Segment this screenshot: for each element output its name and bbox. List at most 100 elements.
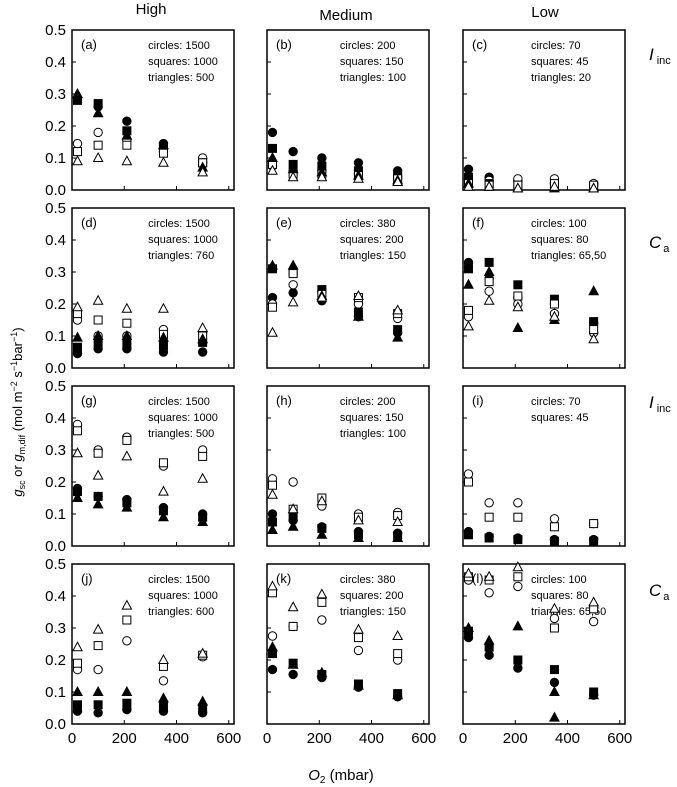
marker-triangle — [121, 329, 133, 340]
marker-circle — [288, 146, 298, 157]
marker-triangle — [353, 531, 364, 542]
marker-circle — [288, 280, 298, 290]
y-tick-label: 0.3 — [45, 86, 66, 103]
marker-triangle — [463, 180, 474, 191]
marker-triangle — [267, 580, 278, 591]
marker-circle — [484, 498, 494, 508]
marker-square — [484, 512, 494, 522]
marker-triangle — [267, 164, 278, 175]
panel-note: squares: 45 — [531, 412, 589, 424]
panel-note: triangles: 100 — [340, 72, 406, 84]
y-tick-label: 0.1 — [45, 328, 66, 345]
panel-note: squares: 1000 — [148, 590, 218, 602]
marker-circle — [122, 636, 132, 646]
panel-frame — [266, 563, 430, 725]
marker-square — [513, 572, 523, 582]
marker-square — [122, 615, 132, 625]
panel-note: circles: 200 — [340, 40, 396, 52]
marker-triangle — [92, 469, 104, 480]
marker-triangle — [392, 304, 404, 315]
marker-circle — [267, 664, 278, 675]
marker-triangle — [92, 151, 104, 162]
panel-frame — [462, 563, 626, 725]
marker-triangle — [72, 87, 83, 98]
panel-note: squares: 80 — [531, 234, 589, 246]
panels: 0.0 0.1 0.2 0.3 0.4 0.5 (a) circles: 1500 square… — [45, 22, 632, 747]
marker-square — [549, 665, 559, 675]
marker-square — [198, 451, 208, 461]
panel-note: squares: 45 — [531, 56, 589, 68]
panel-b: (b) circles: 200 squares: 150 triangles: 10… — [266, 29, 430, 191]
y-tick-label: 0.1 — [45, 150, 66, 167]
panel-h: (h) circles: 200 squares: 150 triangles: 10… — [266, 385, 430, 547]
x-tick-label: 600 — [607, 730, 632, 747]
marker-square — [589, 325, 599, 335]
marker-square — [513, 512, 523, 522]
panel-letter: (j) — [81, 571, 93, 586]
marker-square — [122, 339, 132, 349]
marker-square — [288, 621, 298, 631]
panel-note: triangles: 100 — [340, 428, 406, 440]
marker-circle — [158, 676, 169, 686]
marker-square — [513, 280, 523, 290]
marker-square — [122, 435, 132, 445]
marker-triangle — [316, 528, 328, 539]
panel-letter: (e) — [276, 215, 292, 230]
marker-circle — [549, 613, 560, 624]
y-tick-label: 0.2 — [45, 296, 66, 313]
panel-note: squares: 1000 — [148, 56, 218, 68]
y-tick-label: 0.0 — [45, 360, 66, 377]
marker-triangle — [121, 302, 133, 313]
marker-circle — [353, 158, 364, 168]
marker-triangle — [316, 588, 328, 599]
marker-triangle — [392, 515, 404, 526]
marker-triangle — [72, 491, 83, 502]
panel-frame — [71, 207, 235, 369]
marker-square — [267, 143, 277, 153]
marker-triangle — [158, 302, 169, 313]
marker-square — [393, 649, 403, 659]
x-tick-label: 0 — [68, 730, 76, 747]
marker-triangle — [92, 623, 104, 634]
marker-triangle — [267, 151, 278, 162]
marker-circle — [513, 581, 523, 592]
marker-square — [463, 305, 473, 315]
marker-circle — [484, 286, 494, 296]
marker-triangle — [463, 621, 474, 632]
marker-circle — [93, 708, 103, 718]
panel-note: circles: 1500 — [148, 574, 210, 586]
marker-triangle — [549, 711, 560, 722]
panel-letter: (c) — [472, 37, 487, 52]
x-tick-label: 600 — [411, 730, 436, 747]
panel-note: circles: 1500 — [148, 218, 210, 230]
panel-note: squares: 150 — [340, 56, 404, 68]
panel-frame — [462, 385, 626, 547]
marker-triangle — [353, 514, 364, 525]
column-headers: High Medium Low — [136, 1, 559, 24]
marker-square — [267, 302, 277, 312]
marker-circle — [549, 677, 560, 688]
panel-letter: (i) — [472, 393, 484, 408]
y-tick-label: 0.5 — [45, 22, 66, 39]
panel-note: triangles: 500 — [148, 428, 214, 440]
panel-frame — [462, 207, 626, 369]
marker-triangle — [158, 485, 169, 496]
marker-square — [122, 140, 132, 150]
marker-square — [549, 623, 559, 633]
panel-note: circles: 200 — [340, 396, 396, 408]
marker-triangle — [549, 180, 560, 191]
marker-circle — [267, 127, 278, 138]
marker-triangle — [267, 523, 278, 534]
marker-square — [317, 597, 327, 607]
marker-square — [158, 458, 168, 468]
marker-triangle — [392, 689, 404, 700]
marker-triangle — [121, 129, 133, 140]
marker-triangle — [316, 291, 328, 302]
panel-i: (i) circles: 70 squares: 45 — [462, 385, 626, 547]
y-tick-label: 0.4 — [45, 232, 66, 249]
marker-triangle — [316, 495, 328, 506]
marker-circle — [122, 116, 132, 126]
